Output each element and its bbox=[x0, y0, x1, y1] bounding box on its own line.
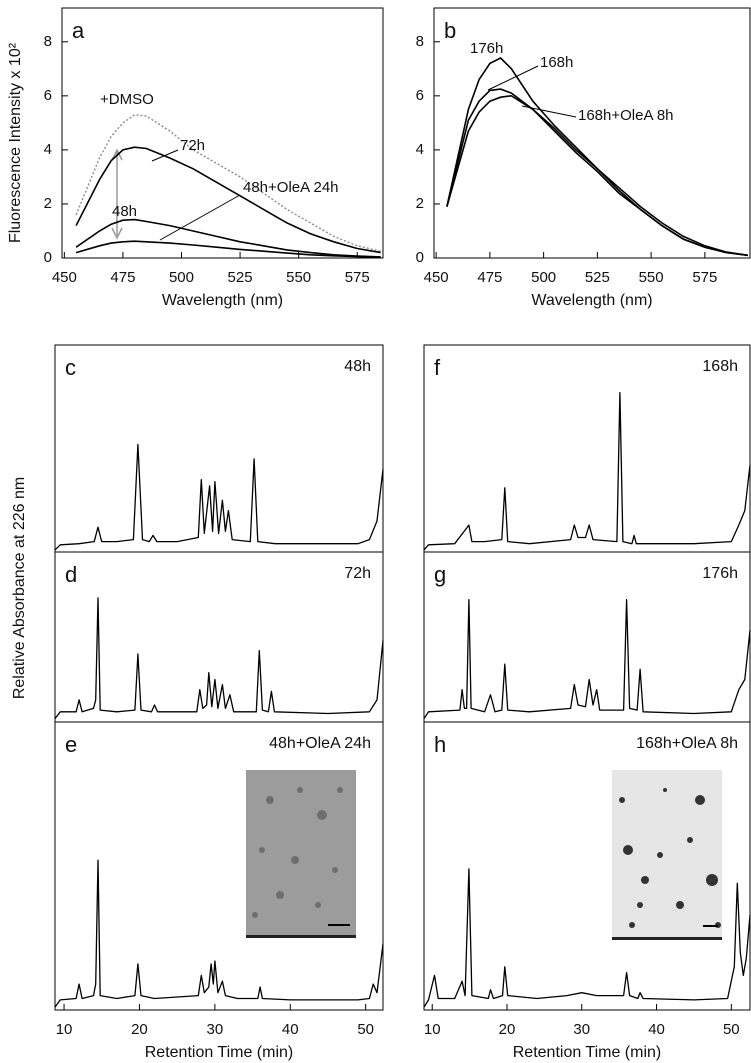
arrow-heads bbox=[111, 148, 123, 240]
plot-frame bbox=[423, 344, 751, 553]
chromatogram bbox=[54, 597, 384, 719]
y-axis-label: Fluorescence Intensity x 10² bbox=[7, 42, 24, 243]
series-label: 176h bbox=[470, 40, 503, 57]
x-axis-label: Retention Time (min) bbox=[145, 1044, 294, 1061]
x-tick-label: 575 bbox=[692, 269, 717, 286]
y-tick-label: 4 bbox=[416, 141, 424, 158]
series-line bbox=[446, 88, 748, 257]
x-tick-label: 450 bbox=[424, 269, 449, 286]
panel-label: f bbox=[434, 355, 441, 380]
leader-line bbox=[487, 65, 539, 91]
series-label: +DMSO bbox=[100, 91, 154, 108]
x-tick-label: 20 bbox=[131, 1021, 148, 1038]
plot-frame bbox=[54, 344, 384, 553]
x-axis-label: Retention Time (min) bbox=[513, 1044, 662, 1061]
x-tick-label: 50 bbox=[357, 1021, 374, 1038]
x-tick-label: 500 bbox=[531, 269, 556, 286]
panel-label: h bbox=[434, 732, 446, 757]
x-tick-label: 30 bbox=[573, 1021, 590, 1038]
x-tick-label: 575 bbox=[345, 269, 370, 286]
x-tick-label: 450 bbox=[52, 269, 77, 286]
panel-title: 168h bbox=[702, 358, 738, 375]
y-tick-label: 6 bbox=[416, 87, 424, 104]
series-label: 168h+OleA 8h bbox=[578, 107, 674, 124]
particles bbox=[619, 788, 721, 928]
x-tick-label: 550 bbox=[286, 269, 311, 286]
inset-bar bbox=[246, 935, 356, 938]
plot-frame bbox=[433, 7, 751, 259]
inset-bar bbox=[612, 937, 722, 940]
y-tick-label: 2 bbox=[44, 195, 52, 212]
x-tick-label: 525 bbox=[228, 269, 253, 286]
y-tick-label: 4 bbox=[44, 141, 52, 158]
y-tick-label: 0 bbox=[44, 249, 52, 266]
y-tick-label: 8 bbox=[44, 33, 52, 50]
y-axis-label: Relative Absorbance at 226 nm bbox=[11, 477, 28, 699]
plot-frame bbox=[54, 721, 384, 1011]
x-axis-label: Wavelength (nm) bbox=[531, 292, 652, 309]
chromatogram bbox=[54, 859, 384, 1008]
y-tick-label: 8 bbox=[416, 33, 424, 50]
y-tick-label: 6 bbox=[44, 87, 52, 104]
panel-title: 176h bbox=[702, 565, 738, 582]
x-tick-label: 525 bbox=[585, 269, 610, 286]
tem-inset bbox=[246, 770, 356, 938]
chromatogram bbox=[423, 598, 751, 719]
x-tick-label: 40 bbox=[648, 1021, 665, 1038]
series-line bbox=[75, 240, 381, 258]
panel-label: a bbox=[72, 18, 85, 43]
panel-label: c bbox=[65, 355, 76, 380]
series-line bbox=[75, 146, 381, 254]
chromatogram bbox=[423, 391, 751, 551]
series-line bbox=[446, 94, 749, 257]
series-label: 48h+OleA 24h bbox=[243, 179, 339, 196]
y-tick-label: 2 bbox=[416, 195, 424, 212]
series-label: 48h bbox=[112, 203, 137, 220]
plot-frame bbox=[61, 7, 384, 259]
chromatogram bbox=[423, 868, 751, 1008]
series-line bbox=[75, 114, 381, 252]
leader-line bbox=[159, 194, 241, 241]
x-tick-label: 475 bbox=[110, 269, 135, 286]
panel-label: g bbox=[434, 562, 446, 587]
x-tick-label: 20 bbox=[499, 1021, 516, 1038]
panel-label: e bbox=[65, 732, 77, 757]
panel-title: 72h bbox=[344, 565, 371, 582]
x-tick-label: 30 bbox=[207, 1021, 224, 1038]
particles bbox=[252, 787, 343, 918]
inset-image bbox=[612, 770, 722, 940]
x-tick-label: 10 bbox=[56, 1021, 73, 1038]
panel-title: 168h+OleA 8h bbox=[636, 735, 738, 752]
tem-inset bbox=[612, 770, 722, 940]
y-tick-label: 0 bbox=[416, 249, 424, 266]
plot-frame bbox=[423, 721, 751, 1011]
series-label: 72h bbox=[180, 137, 205, 154]
x-tick-label: 10 bbox=[424, 1021, 441, 1038]
panel-label: b bbox=[444, 18, 456, 43]
x-axis-label: Wavelength (nm) bbox=[162, 292, 283, 309]
x-tick-label: 500 bbox=[169, 269, 194, 286]
panel-title: 48h bbox=[344, 358, 371, 375]
x-tick-label: 40 bbox=[282, 1021, 299, 1038]
x-tick-label: 550 bbox=[639, 269, 664, 286]
panel-label: d bbox=[65, 562, 77, 587]
x-tick-label: 475 bbox=[477, 269, 502, 286]
series-line bbox=[75, 218, 381, 258]
x-tick-label: 50 bbox=[723, 1021, 740, 1038]
inset-image bbox=[246, 770, 356, 938]
chromatogram bbox=[54, 443, 384, 551]
series-label: 168h bbox=[540, 54, 573, 71]
plot-frame bbox=[54, 551, 384, 723]
panel-title: 48h+OleA 24h bbox=[269, 735, 371, 752]
